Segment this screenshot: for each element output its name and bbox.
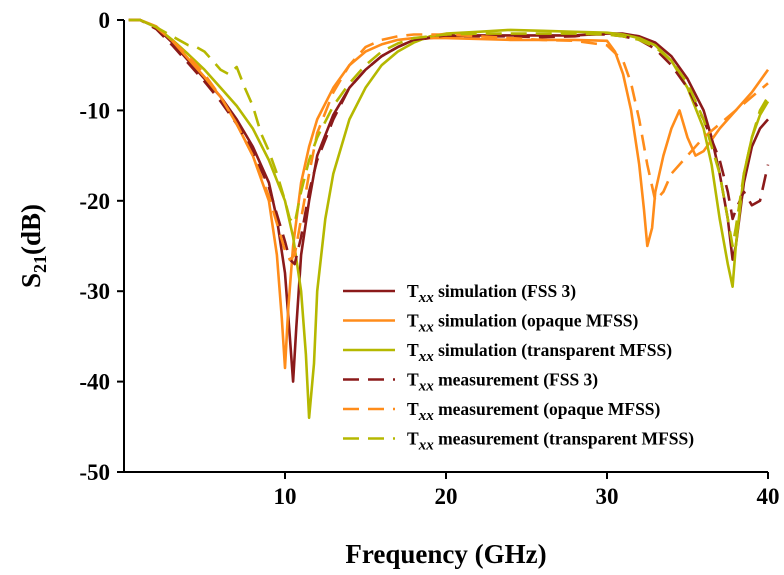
y-axis-title: S21(dB) bbox=[16, 204, 50, 288]
legend-label-text: simulation (FSS 3) bbox=[434, 281, 577, 301]
legend-label-text: measurement (opaque MFSS) bbox=[434, 399, 661, 419]
legend-label-2: Txx simulation (transparent MFSS) bbox=[407, 340, 672, 365]
series-layer bbox=[128, 18, 770, 420]
legend-label-prefix: T bbox=[407, 399, 419, 419]
legend-label-3: Txx measurement (FSS 3) bbox=[407, 370, 598, 395]
series-line-measurement-opaque-mfss bbox=[128, 18, 769, 261]
x-tick-label-2: 30 bbox=[596, 484, 619, 509]
legend-label-sub: xx bbox=[418, 349, 435, 365]
legend-label-text: simulation (transparent MFSS) bbox=[434, 340, 673, 360]
legend-label-sub: xx bbox=[418, 320, 435, 336]
legend-label-prefix: T bbox=[407, 311, 419, 331]
x-ticks: 10 20 30 40 bbox=[274, 472, 780, 509]
legend-label-sub: xx bbox=[418, 438, 435, 454]
y-tick-label-1: -10 bbox=[79, 98, 110, 123]
y-tick-label-4: -40 bbox=[79, 370, 110, 395]
legend-label-prefix: T bbox=[407, 370, 419, 390]
legend-label-prefix: T bbox=[407, 429, 419, 449]
legend-label-sub: xx bbox=[418, 408, 435, 424]
x-axis-title: Frequency (GHz) bbox=[345, 539, 546, 569]
y-ticks: 0 -10 -20 -30 -40 -50 bbox=[79, 8, 124, 485]
x-tick-label-0: 10 bbox=[274, 484, 297, 509]
legend-label-prefix: T bbox=[407, 340, 419, 360]
y-axis-title-rest: (dB) bbox=[16, 204, 46, 255]
legend-label-text: simulation (opaque MFSS) bbox=[434, 311, 639, 331]
legend-label-4: Txx measurement (opaque MFSS) bbox=[407, 399, 661, 424]
legend-label-text: measurement (transparent MFSS) bbox=[434, 429, 695, 449]
legend-label-prefix: T bbox=[407, 281, 419, 301]
y-axis-title-base: S bbox=[16, 273, 46, 288]
y-tick-label-5: -50 bbox=[79, 460, 110, 485]
x-tick-label-1: 20 bbox=[435, 484, 458, 509]
y-tick-label-2: -20 bbox=[79, 189, 110, 214]
legend-label-1: Txx simulation (opaque MFSS) bbox=[407, 311, 639, 336]
y-tick-label-0: 0 bbox=[99, 8, 111, 33]
legend-label-sub: xx bbox=[418, 379, 435, 395]
series-line-measurement-transparent-mfss bbox=[128, 18, 770, 248]
legend-label-text: measurement (FSS 3) bbox=[434, 370, 599, 390]
x-tick-label-3: 40 bbox=[757, 484, 780, 509]
legend-label-sub: xx bbox=[418, 290, 435, 306]
legend: Txx simulation (FSS 3)Txx simulation (op… bbox=[343, 281, 694, 454]
y-tick-label-3: -30 bbox=[79, 279, 110, 304]
series-line-simulation-transparent-mfss bbox=[128, 18, 770, 420]
legend-label-0: Txx simulation (FSS 3) bbox=[407, 281, 576, 306]
y-axis-title-sub: 21 bbox=[30, 255, 50, 273]
legend-label-5: Txx measurement (transparent MFSS) bbox=[407, 429, 694, 454]
